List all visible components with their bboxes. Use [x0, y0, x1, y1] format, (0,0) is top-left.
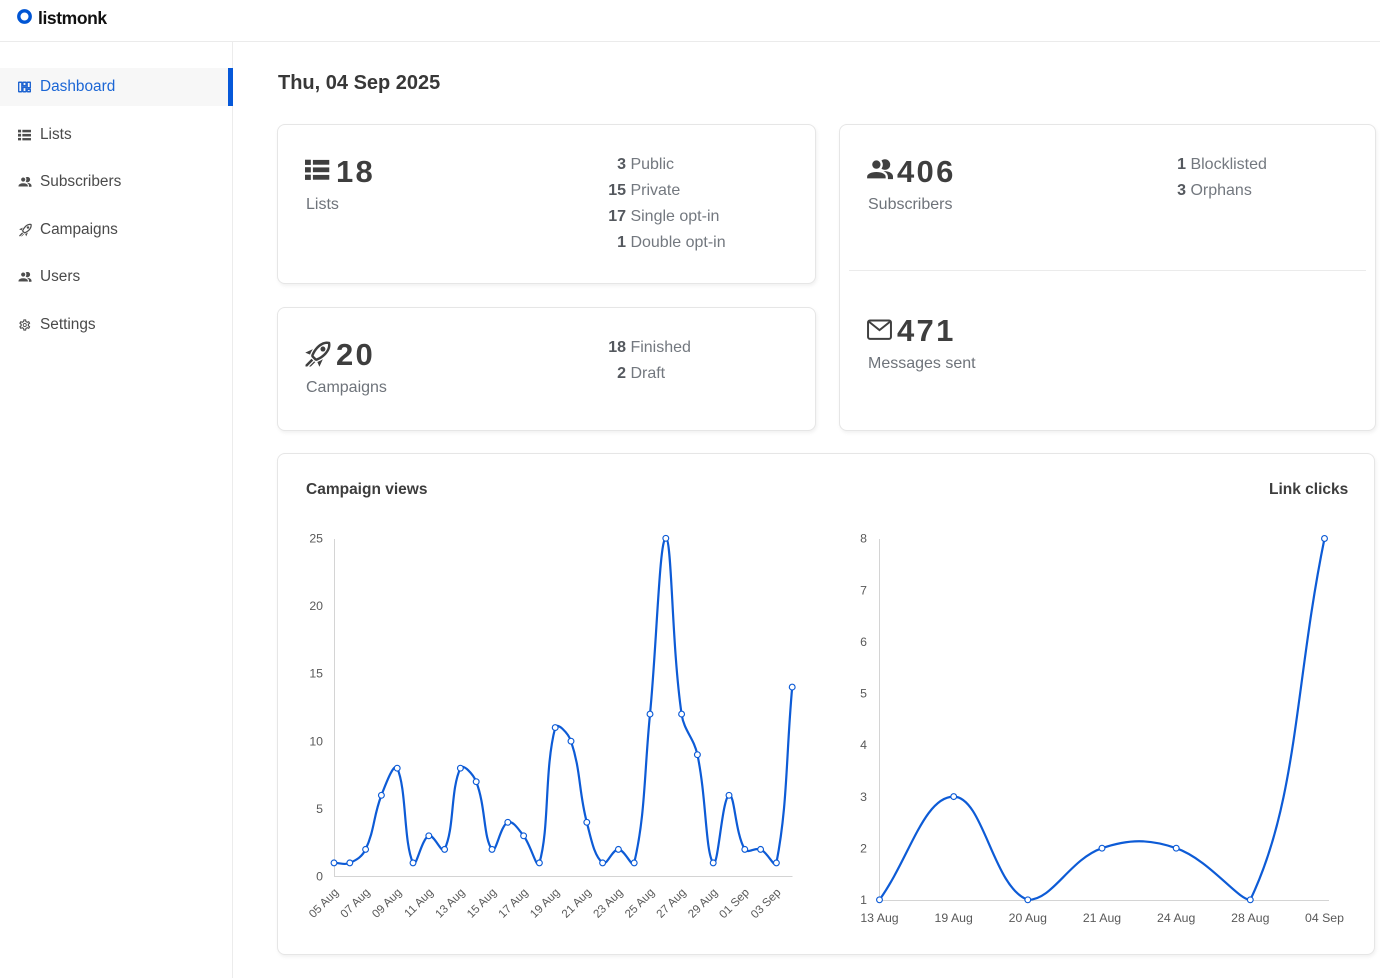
svg-text:5: 5	[316, 802, 323, 816]
svg-text:1: 1	[860, 893, 867, 907]
svg-text:25 Aug: 25 Aug	[622, 886, 657, 921]
svg-text:13 Aug: 13 Aug	[433, 886, 468, 921]
svg-text:27 Aug: 27 Aug	[654, 886, 689, 921]
svg-text:19 Aug: 19 Aug	[528, 886, 563, 921]
svg-text:04 Sep: 04 Sep	[1305, 911, 1344, 925]
svg-text:25: 25	[309, 532, 323, 546]
svg-text:5: 5	[860, 687, 867, 701]
svg-text:01 Sep: 01 Sep	[717, 886, 752, 921]
svg-text:2: 2	[860, 841, 867, 855]
svg-text:07 Aug: 07 Aug	[338, 886, 373, 921]
svg-text:7: 7	[860, 583, 867, 597]
svg-text:24 Aug: 24 Aug	[1157, 911, 1195, 925]
svg-text:21 Aug: 21 Aug	[559, 886, 594, 921]
svg-text:05 Aug: 05 Aug	[306, 886, 341, 921]
svg-text:8: 8	[860, 532, 867, 546]
svg-text:03 Sep: 03 Sep	[748, 886, 783, 921]
svg-text:4: 4	[860, 738, 867, 752]
svg-text:21 Aug: 21 Aug	[1083, 911, 1121, 925]
svg-text:28 Aug: 28 Aug	[1231, 911, 1269, 925]
svg-text:15 Aug: 15 Aug	[464, 886, 499, 921]
svg-text:17 Aug: 17 Aug	[496, 886, 531, 921]
svg-text:3: 3	[860, 790, 867, 804]
svg-text:19 Aug: 19 Aug	[935, 911, 973, 925]
svg-text:15: 15	[309, 667, 323, 681]
svg-text:0: 0	[316, 870, 323, 884]
svg-text:11 Aug: 11 Aug	[402, 886, 436, 920]
svg-text:23 Aug: 23 Aug	[591, 886, 626, 921]
svg-text:20 Aug: 20 Aug	[1009, 911, 1047, 925]
svg-text:10: 10	[309, 734, 323, 748]
svg-text:29 Aug: 29 Aug	[686, 886, 721, 921]
svg-text:09 Aug: 09 Aug	[370, 886, 405, 921]
svg-text:20: 20	[309, 599, 323, 613]
svg-text:13 Aug: 13 Aug	[860, 911, 898, 925]
svg-text:6: 6	[860, 635, 867, 649]
